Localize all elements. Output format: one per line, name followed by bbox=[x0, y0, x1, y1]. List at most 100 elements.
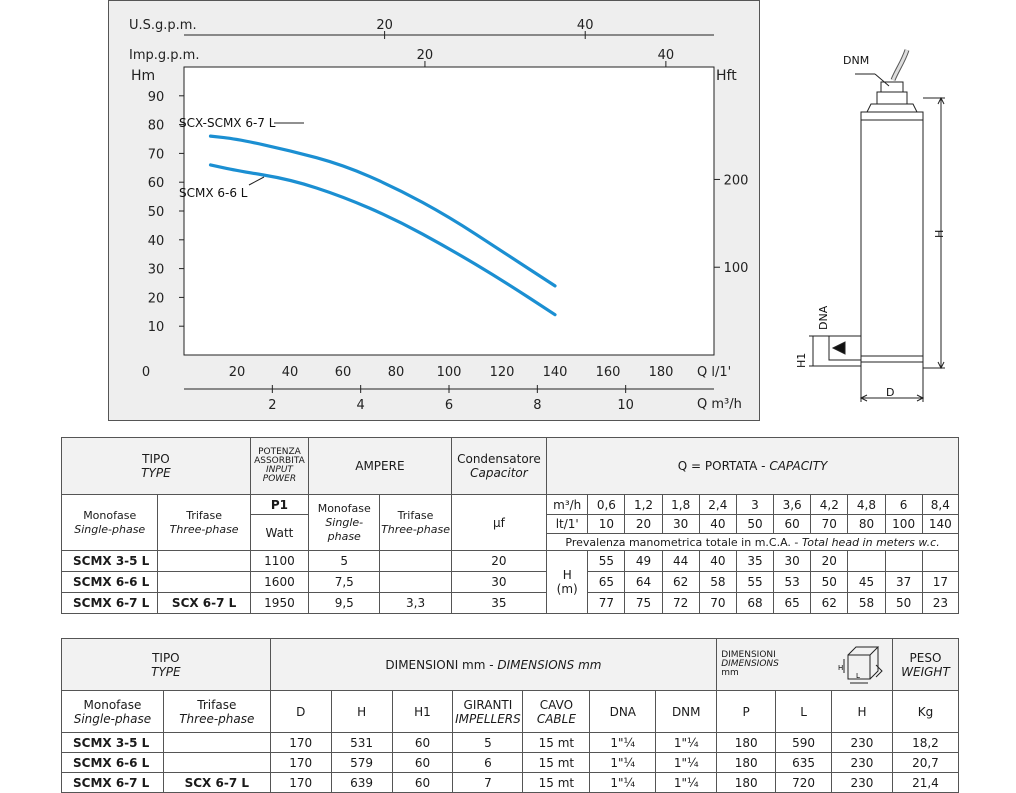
table-row: SCMX 3-5 L 1100 5 20 H (m) 55 49 44 40 35… bbox=[60, 550, 960, 614]
col-p: P bbox=[716, 690, 777, 733]
y-axis-right-label: Hft bbox=[716, 68, 737, 84]
d-row2-d: 170 bbox=[269, 772, 332, 793]
pack-dimensions-header: DIMENSIONI DIMENSIONS mm H L bbox=[716, 638, 893, 691]
row0-amp-tri bbox=[379, 550, 452, 572]
q-m3h-9: 8,4 bbox=[921, 494, 960, 515]
type-text: TYPE bbox=[141, 466, 171, 480]
cavo-text: CAVO bbox=[539, 697, 574, 712]
row2-h3: 70 bbox=[698, 592, 737, 614]
x-tick-label: 180 bbox=[649, 365, 674, 380]
d-row1-p: 180 bbox=[716, 752, 777, 773]
row0-mono: SCMX 3-5 L bbox=[60, 550, 159, 572]
d-row1-tri bbox=[162, 752, 271, 773]
q-lt-2: 30 bbox=[661, 514, 700, 534]
trifase2-header: Trifase Three-phase bbox=[162, 690, 271, 733]
d-row0-h1: 60 bbox=[391, 732, 454, 753]
weight-header: PESO WEIGHT bbox=[891, 638, 960, 691]
d-row0-mono: SCMX 3-5 L bbox=[61, 732, 164, 753]
row0-h3: 40 bbox=[698, 550, 737, 572]
portata-text: Q = PORTATA - bbox=[677, 459, 770, 473]
x-tick-label: 40 bbox=[282, 365, 299, 380]
row1-h9: 17 bbox=[921, 571, 960, 593]
row1-h4: 55 bbox=[735, 571, 775, 593]
x-tick-label: 120 bbox=[490, 365, 515, 380]
q-lt-1: 20 bbox=[624, 514, 663, 534]
dim-small1: DIMENSIONI bbox=[721, 650, 776, 660]
x-axis-label: Q l/1' bbox=[697, 365, 731, 380]
row0-h5: 30 bbox=[773, 550, 812, 572]
svg-text:L: L bbox=[856, 672, 860, 680]
d-row1-l: 635 bbox=[775, 752, 833, 773]
trifase-text: Trifase bbox=[186, 508, 223, 522]
series-label-leader-2 bbox=[248, 176, 265, 186]
d-row2-gir: 7 bbox=[452, 772, 524, 793]
giranti-text: GIRANTI bbox=[463, 697, 513, 712]
col-hh: H bbox=[831, 690, 893, 733]
input-text: INPUT bbox=[266, 465, 293, 475]
row0-h2: 44 bbox=[661, 550, 700, 572]
d-row1-cavo: 15 mt bbox=[522, 752, 591, 773]
d-row0-tri bbox=[162, 732, 271, 753]
chart-axes bbox=[183, 34, 715, 390]
power-header: POTENZA ASSORBITA INPUT POWER bbox=[249, 437, 310, 495]
row0-h7 bbox=[847, 550, 886, 572]
total-head-caption: Prevalenza manometrica totale in m.C.A. … bbox=[546, 533, 959, 551]
hft-tick-label: 100 bbox=[724, 261, 749, 276]
d-row1-kg: 20,7 bbox=[891, 752, 960, 773]
usgpm-tick-label: 20 bbox=[376, 18, 393, 33]
lt-header: lt/1' bbox=[546, 514, 589, 534]
row2-mono: SCMX 6-7 L bbox=[60, 592, 159, 614]
q-lt-0: 10 bbox=[587, 514, 626, 534]
y-tick-label: 40 bbox=[148, 234, 165, 249]
d-row0-l: 590 bbox=[775, 732, 833, 753]
series-label-2: SCMX 6-6 L bbox=[179, 186, 248, 200]
weight-text: WEIGHT bbox=[901, 664, 950, 679]
q-m3h-0: 0,6 bbox=[587, 494, 626, 515]
row1-h1: 64 bbox=[624, 571, 663, 593]
d-row2-l: 720 bbox=[775, 772, 833, 793]
table-row: SCMX 6-6 L 170 579 60 6 15 mt 1"¼ 1"¼ 18… bbox=[61, 752, 960, 773]
x-tick-label: 0 bbox=[142, 365, 150, 380]
trifase2-text: Trifase bbox=[197, 697, 237, 712]
pump-dimension-drawing: DNM H DNA H1 D bbox=[795, 49, 946, 402]
box-icon: H L bbox=[838, 646, 883, 684]
q-lt-6: 70 bbox=[810, 514, 849, 534]
d-row2-mono: SCMX 6-7 L bbox=[61, 772, 164, 793]
row2-h5: 65 bbox=[773, 592, 812, 614]
ampere-header: AMPERE bbox=[308, 437, 452, 495]
dimensioni-text: DIMENSIONI mm - bbox=[385, 657, 498, 672]
row2-watt: 1950 bbox=[249, 592, 310, 614]
d-row0-dna: 1"¼ bbox=[589, 732, 657, 753]
tipo-header: TIPO TYPE bbox=[61, 437, 251, 495]
row1-h2: 62 bbox=[661, 571, 700, 593]
y-axis-label: Hm bbox=[131, 68, 155, 84]
q-lt-8: 100 bbox=[884, 514, 923, 534]
d-row0-cavo: 15 mt bbox=[522, 732, 591, 753]
dimensions-text: DIMENSIONS mm bbox=[497, 657, 602, 672]
amp-trifase-header: Trifase Three-phase bbox=[379, 494, 452, 551]
uf-header: μf bbox=[450, 494, 548, 551]
row0-tri bbox=[157, 550, 251, 572]
x-tick-label: 160 bbox=[596, 365, 621, 380]
row2-h0: 77 bbox=[587, 592, 626, 614]
row2-amp-mono: 9,5 bbox=[308, 592, 381, 614]
row1-amp-tri bbox=[379, 571, 452, 593]
d-row1-d: 170 bbox=[269, 752, 332, 773]
performance-table: TIPO TYPE POTENZA ASSORBITA INPUT POWER AMPE… bbox=[60, 437, 960, 614]
table-row: SCMX 6-7 L SCX 6-7 L 170 639 60 7 15 mt … bbox=[61, 772, 960, 793]
q-lt-5: 60 bbox=[773, 514, 812, 534]
x2-tick-label: 6 bbox=[445, 398, 453, 413]
trifase-header: Trifase Three-phase bbox=[157, 494, 251, 551]
row1-tri bbox=[157, 571, 251, 593]
row2-h6: 62 bbox=[810, 592, 849, 614]
impellers-text: IMPELLERS bbox=[455, 711, 521, 726]
tipo2-header: TIPO TYPE bbox=[61, 638, 271, 691]
q-lt-4: 50 bbox=[735, 514, 775, 534]
row0-h0: 55 bbox=[587, 550, 626, 572]
series-line-1 bbox=[208, 134, 557, 288]
impgpm-label: Imp.g.p.m. bbox=[129, 48, 199, 63]
dimensions-header: DIMENSIONI mm - DIMENSIONS mm bbox=[269, 638, 718, 691]
row0-h4: 35 bbox=[735, 550, 775, 572]
amp-three-phase-text: Three-phase bbox=[381, 522, 450, 536]
col-h: H bbox=[330, 690, 393, 733]
